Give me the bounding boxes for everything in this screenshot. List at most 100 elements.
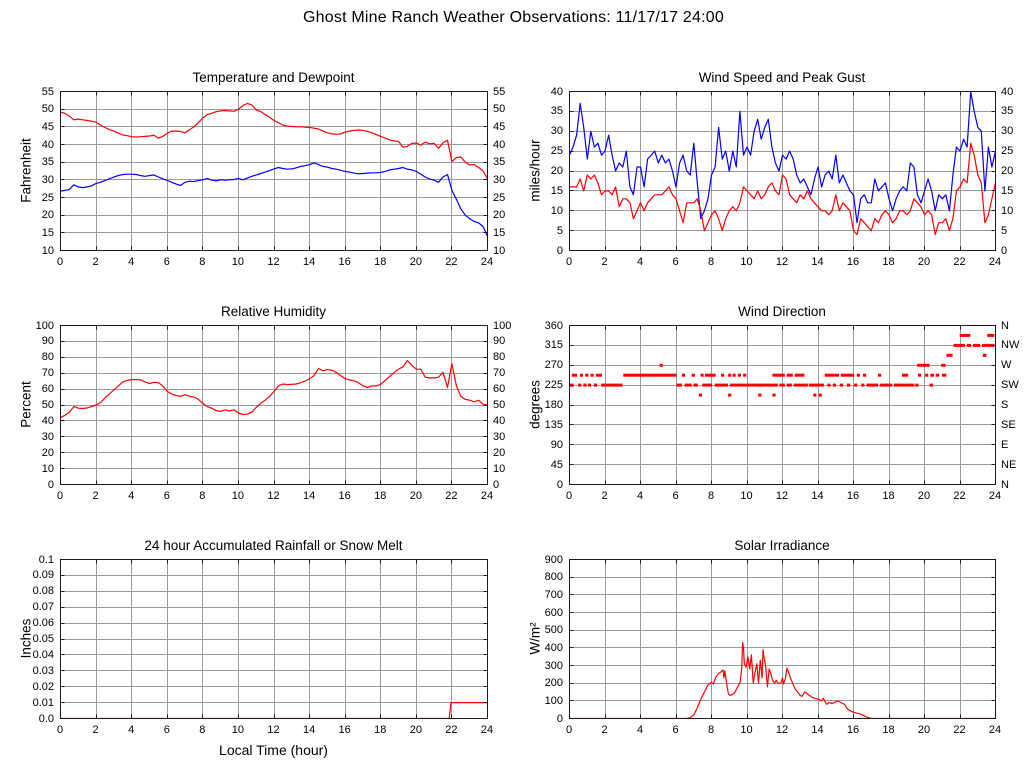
series-peak-gust	[569, 91, 996, 224]
x-tick-label: 22	[445, 490, 458, 502]
x-tick-label: 8	[199, 490, 206, 502]
x-tick-label: 14	[811, 724, 824, 736]
x-tick-label: 2	[92, 724, 99, 736]
y-tick-label-right: 70	[493, 367, 506, 380]
y-tick-label: 20	[41, 446, 54, 459]
y-tick-label: 5	[556, 224, 563, 237]
x-tick-label: 24	[988, 256, 1002, 268]
x-tick-label: 4	[128, 724, 135, 736]
series-group	[569, 91, 996, 236]
x-tick-label: 6	[672, 256, 679, 268]
y-tick-label: 55	[41, 85, 54, 98]
y-tick-label: 40	[41, 414, 54, 427]
series-group	[569, 641, 996, 719]
x-tick-label: 24	[480, 724, 494, 736]
y-tick-label-right: 10	[1001, 204, 1014, 217]
x-tick-label: 12	[775, 256, 789, 268]
y-tick-label: 35	[550, 105, 563, 118]
y-tick-label: 20	[41, 209, 54, 222]
tick-marks	[60, 559, 488, 719]
x-tick-label: 18	[882, 256, 895, 268]
y-tick-label-right: 40	[493, 414, 506, 427]
x-tick-label: 2	[92, 256, 99, 268]
compass-tick-label: NE	[1001, 458, 1017, 471]
y-tick-label-right: 30	[493, 430, 506, 443]
x-tick-label: 4	[128, 256, 135, 268]
y-tick-label: 315	[544, 339, 563, 352]
x-tick-label: 8	[199, 256, 206, 268]
x-tick-label: 12	[267, 490, 280, 502]
y-tick-label: 10	[41, 244, 54, 257]
y-tick-label: 135	[544, 418, 563, 431]
y-tick-label-right: 35	[1001, 105, 1014, 118]
y-tick-label: 0.1	[38, 553, 54, 566]
y-tick-label: 70	[41, 367, 54, 380]
x-tick-label: 18	[882, 490, 895, 502]
x-tick-label: 22	[445, 256, 458, 268]
compass-tick-label: N	[1001, 319, 1009, 332]
y-tick-label: 225	[544, 379, 563, 392]
x-tick-label: 12	[775, 724, 789, 736]
x-tick-label: 20	[409, 724, 422, 736]
chart-canvas-rainfall	[60, 559, 488, 719]
x-tick-label: 4	[636, 724, 644, 736]
series-rainfall	[60, 702, 488, 719]
y-tick-label: 45	[550, 458, 563, 471]
x-tick-label: 22	[953, 256, 966, 268]
y-tick-label: 500	[544, 624, 563, 637]
x-tick-label: 20	[917, 490, 931, 502]
y-tick-label-right: 20	[1001, 165, 1014, 177]
y-tick-label-right: 90	[493, 335, 506, 348]
x-tick-label: 12	[267, 724, 280, 736]
y-tick-label-right: 50	[493, 399, 506, 411]
x-tick-label: 0	[56, 256, 64, 268]
y-axis-label-rainfall: Inches	[18, 618, 34, 658]
y-tick-label: 100	[544, 694, 563, 707]
series-direction	[569, 333, 995, 397]
x-tick-label: 10	[231, 256, 245, 268]
x-tick-label: 22	[953, 490, 966, 502]
compass-tick-label: NW	[1001, 339, 1020, 352]
compass-tick-label: E	[1001, 438, 1009, 451]
x-tick-label: 14	[302, 490, 316, 502]
y-tick-label-right: 15	[493, 226, 506, 239]
y-tick-label: 0.02	[32, 680, 54, 693]
series-humidity	[60, 359, 488, 419]
grid-lines	[60, 559, 488, 719]
y-tick-label-right: 30	[493, 173, 506, 186]
series-group	[60, 702, 488, 719]
x-tick-label: 22	[445, 724, 458, 736]
y-tick-label: 0.01	[32, 696, 54, 709]
x-tick-label: 4	[636, 256, 644, 268]
x-tick-label: 20	[917, 724, 931, 736]
x-tick-label: 16	[338, 490, 351, 502]
grid-lines	[60, 325, 488, 485]
x-tick-label: 10	[740, 724, 753, 736]
y-tick-label: 0.05	[32, 633, 54, 645]
y-axis-label-wind-direction: degrees	[527, 379, 543, 429]
compass-tick-label: N	[1001, 478, 1009, 491]
y-tick-label: 0.03	[32, 664, 54, 677]
compass-tick-label: SW	[1001, 379, 1019, 392]
tick-marks	[60, 325, 488, 485]
y-tick-label-right: 0	[1001, 244, 1008, 257]
chart-canvas-relative-humidity	[60, 325, 488, 485]
y-tick-label: 100	[35, 319, 54, 332]
chart-title-temperature-dewpoint: Temperature and Dewpoint	[192, 70, 355, 85]
y-tick-label: 30	[41, 430, 54, 443]
x-tick-label: 14	[811, 256, 824, 268]
y-tick-label: 0.08	[32, 585, 54, 598]
x-tick-label: 14	[811, 490, 824, 502]
x-tick-label: 16	[338, 256, 351, 268]
x-tick-label: 8	[707, 490, 715, 502]
y-tick-label: 0.06	[32, 617, 54, 630]
y-axis-label-wind-speed-gust: miles/hour	[527, 138, 543, 202]
y-tick-label-right: 35	[493, 156, 506, 169]
y-tick-label: 270	[544, 359, 563, 372]
series-temperature	[60, 102, 488, 180]
x-tick-label: 0	[56, 724, 64, 736]
x-tick-label: 16	[846, 490, 860, 502]
x-tick-label: 8	[199, 724, 206, 736]
y-tick-label: 400	[544, 641, 563, 654]
